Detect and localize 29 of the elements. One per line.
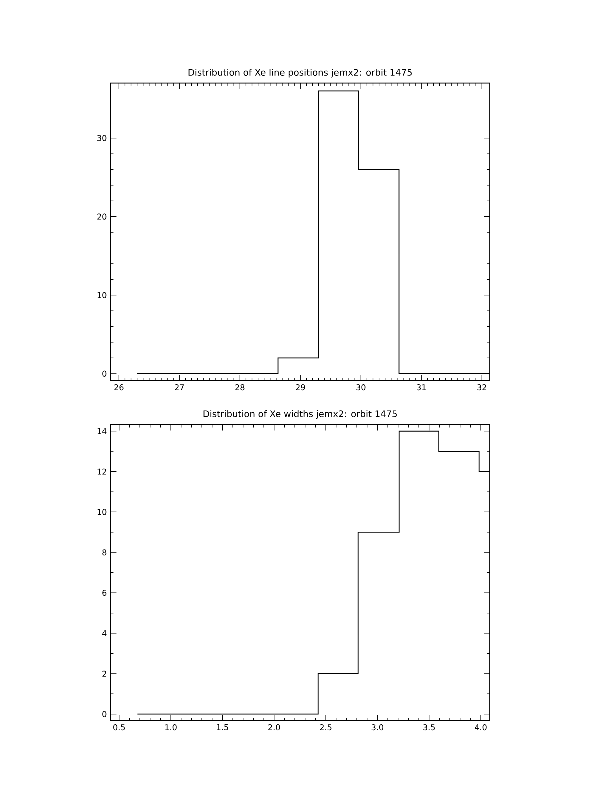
y-tick-label: 14 bbox=[98, 428, 107, 434]
y-tick-label: 10 bbox=[98, 509, 107, 516]
x-tick-label: 31 bbox=[417, 384, 426, 391]
x-tick-label: 2.0 bbox=[268, 724, 280, 731]
y-tick-label: 4 bbox=[102, 630, 107, 636]
x-tick-label: 3.5 bbox=[424, 724, 436, 731]
y-tick-label: 10 bbox=[98, 292, 107, 298]
x-tick-label: 4.0 bbox=[475, 724, 487, 731]
y-tick-label: 6 bbox=[102, 590, 107, 596]
x-tick-label: 2.5 bbox=[320, 724, 332, 731]
y-tick-label: 30 bbox=[98, 135, 107, 142]
y-tick-label: 8 bbox=[102, 550, 107, 556]
y-tick-label: 12 bbox=[98, 468, 106, 475]
x-tick-label: 26 bbox=[114, 384, 124, 391]
x-tick-label: 0.5 bbox=[114, 724, 126, 731]
x-tick-label: 32 bbox=[478, 384, 486, 391]
y-tick-label: 2 bbox=[102, 670, 106, 677]
x-tick-label: 30 bbox=[356, 384, 366, 391]
x-tick-label: 3.0 bbox=[372, 724, 384, 731]
x-tick-label: 29 bbox=[296, 384, 306, 391]
y-tick-label: 0 bbox=[102, 711, 107, 718]
y-tick-label: 20 bbox=[98, 214, 107, 220]
x-tick-label: 1.0 bbox=[166, 724, 177, 731]
x-tick-label: 28 bbox=[236, 384, 245, 391]
y-tick-label: 0 bbox=[102, 370, 107, 377]
x-tick-label: 27 bbox=[175, 384, 184, 390]
x-tick-label: 1.5 bbox=[217, 724, 228, 730]
chart-title: Distribution of Xe widths jemx2: orbit 1475 bbox=[204, 410, 397, 420]
chart-title: Distribution of Xe line positions jemx2: orbit 1475 bbox=[188, 69, 412, 78]
